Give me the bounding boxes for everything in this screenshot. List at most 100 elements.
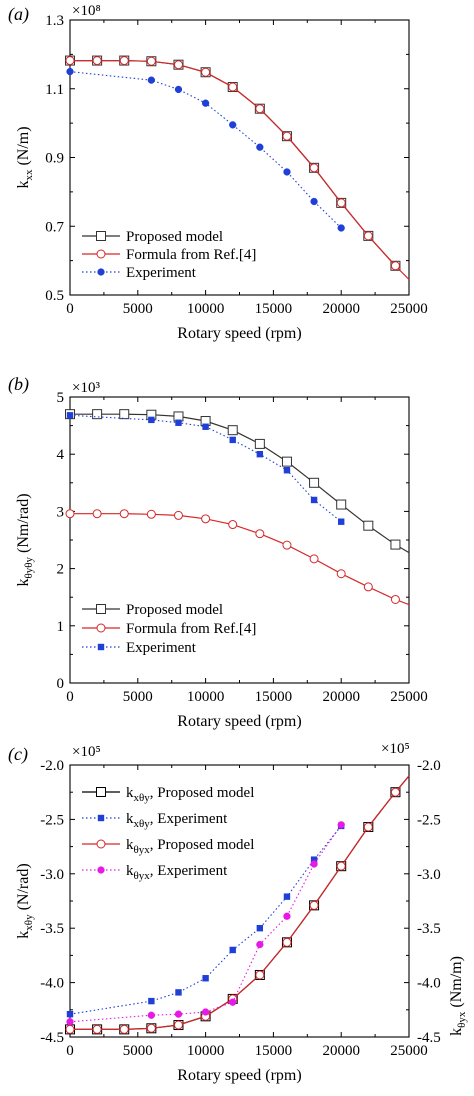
data-point bbox=[229, 998, 237, 1006]
data-point bbox=[65, 1024, 75, 1034]
data-point bbox=[119, 1024, 129, 1034]
data-point bbox=[281, 456, 292, 467]
data-point bbox=[227, 425, 238, 436]
data-point bbox=[202, 975, 209, 982]
data-point bbox=[283, 893, 291, 900]
y-axis-label-text: kxx (N/m) bbox=[15, 126, 35, 188]
y-right-tick-label: -3.5 bbox=[417, 921, 441, 937]
x-tick-label: 20000 bbox=[322, 1043, 360, 1059]
y-tick-label: 2 bbox=[57, 562, 65, 578]
legend-label: kxθy, Experiment bbox=[126, 811, 228, 830]
y-axis-right-label-text: kθyx (Nm/m) bbox=[448, 956, 468, 1036]
x-tick-label: 5000 bbox=[123, 1043, 153, 1059]
data-point bbox=[256, 451, 264, 458]
series-line bbox=[69, 825, 342, 1015]
y-tick-label: -3.5 bbox=[40, 921, 64, 937]
data-point bbox=[201, 514, 211, 524]
data-point bbox=[92, 56, 102, 66]
x-tick-label: 0 bbox=[66, 689, 74, 705]
legend-label-main: k bbox=[126, 785, 134, 801]
x-axis-label: Rotary speed (rpm) bbox=[177, 1067, 301, 1084]
legend-label: Formula from Ref.[4] bbox=[126, 621, 256, 637]
legend-label-main: k bbox=[126, 863, 134, 879]
data-point bbox=[254, 438, 265, 449]
legend-label: Formula from Ref.[4] bbox=[126, 247, 256, 263]
data-point bbox=[309, 554, 319, 564]
data-point bbox=[282, 131, 292, 141]
y-tick-label: -4.5 bbox=[40, 1030, 64, 1046]
data-point bbox=[175, 419, 182, 426]
data-point bbox=[173, 60, 183, 70]
series-2 bbox=[65, 509, 410, 606]
y-tick-label: 5 bbox=[57, 390, 65, 406]
data-point bbox=[92, 509, 102, 519]
data-point bbox=[229, 946, 236, 954]
legend-label-sub: xθy bbox=[134, 818, 151, 830]
y-tick-label: 1.1 bbox=[45, 82, 64, 98]
y-axis-label-text: kxθy (N/rad) bbox=[15, 863, 35, 938]
data-point bbox=[309, 477, 320, 488]
legend-label-main: k bbox=[126, 837, 134, 853]
panel-label: (b) bbox=[8, 374, 29, 395]
y-tick-label: 0.7 bbox=[45, 219, 64, 235]
y-tick-label: 4 bbox=[57, 447, 65, 463]
y-multiplier-right: ×10⁵ bbox=[381, 741, 410, 757]
data-point bbox=[310, 197, 318, 206]
series-line bbox=[70, 413, 410, 554]
y-axis-right-label-text-sub: θyx bbox=[456, 1011, 468, 1028]
x-tick-label: 15000 bbox=[255, 689, 293, 705]
y-tick-label: 1.3 bbox=[45, 13, 64, 29]
data-point bbox=[390, 787, 400, 797]
y-axis-label: kxθy (N/rad) bbox=[15, 863, 35, 938]
data-point bbox=[283, 912, 291, 920]
data-point bbox=[337, 821, 345, 829]
y-multiplier-left: ×10⁵ bbox=[72, 744, 101, 760]
data-point bbox=[256, 143, 264, 151]
series-2 bbox=[65, 56, 410, 280]
data-point bbox=[66, 67, 74, 76]
legend-label: Experiment bbox=[126, 640, 197, 656]
legend-marker bbox=[96, 787, 106, 797]
x-tick-label: 10000 bbox=[187, 1043, 225, 1059]
legend-marker bbox=[96, 231, 106, 241]
data-point bbox=[363, 520, 374, 531]
data-point bbox=[309, 163, 319, 173]
data-point bbox=[147, 1011, 156, 1019]
y-tick-label: -2.0 bbox=[40, 758, 64, 774]
data-point bbox=[229, 121, 237, 129]
data-point bbox=[336, 861, 346, 871]
series-line bbox=[70, 513, 410, 606]
data-point bbox=[173, 1020, 183, 1030]
y-right-tick-label: -3.0 bbox=[417, 867, 441, 883]
data-point bbox=[309, 900, 319, 910]
data-point bbox=[148, 416, 155, 424]
y-axis-label: kθyθy (Nm/rad) bbox=[15, 493, 35, 586]
y-axis-right-label-text-main: k bbox=[448, 1028, 465, 1036]
chart-panel-3: (c)0 5000 10000 15000 20000 25000-4.5 -4.5-4.0… bbox=[8, 741, 468, 1084]
data-point bbox=[283, 467, 291, 474]
legend-label-main: k bbox=[126, 811, 134, 827]
data-point bbox=[390, 539, 401, 550]
data-point bbox=[174, 1010, 183, 1018]
x-axis-label: Rotary speed (rpm) bbox=[177, 713, 301, 730]
y-axis-label-text-main: k bbox=[15, 181, 32, 189]
series-3 bbox=[65, 775, 410, 1034]
y-axis-label-text-sub: xθy bbox=[23, 914, 35, 931]
y-right-tick-label: -4.5 bbox=[417, 1030, 441, 1046]
series-line bbox=[69, 71, 342, 229]
x-tick-label: 25000 bbox=[390, 1043, 428, 1059]
legend-marker bbox=[97, 268, 105, 276]
data-point bbox=[201, 1008, 210, 1016]
data-point bbox=[175, 989, 182, 996]
y-tick-label: 0.5 bbox=[45, 288, 64, 304]
chart-panel-1: (a) 0 5000 10000 15000 20000 25000 0.5 0.7 0.9 1.1… bbox=[8, 3, 428, 342]
data-point bbox=[255, 529, 265, 539]
data-point bbox=[119, 56, 129, 66]
data-point bbox=[228, 520, 238, 530]
data-point bbox=[337, 224, 345, 232]
data-point bbox=[65, 56, 75, 66]
data-point bbox=[256, 925, 264, 932]
x-tick-label: 0 bbox=[66, 301, 74, 317]
data-point bbox=[66, 1010, 74, 1018]
data-point bbox=[201, 99, 210, 107]
